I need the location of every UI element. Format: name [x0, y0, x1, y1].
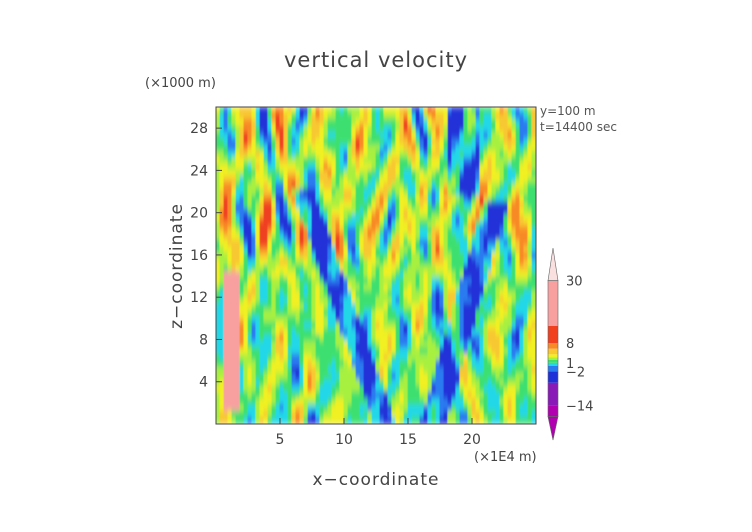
colorbar-band [548, 354, 558, 358]
annotation-time: t=14400 sec [540, 120, 617, 134]
y-tick-label: 4 [199, 375, 208, 391]
colorbar-frame [547, 280, 559, 417]
plot-frame [215, 106, 537, 425]
colorbar-tick-label: −2 [566, 365, 585, 380]
y-tick-label: 24 [190, 163, 208, 179]
colorbar-band [548, 280, 558, 326]
axes: 5 10 15 20 4 8 12 16 20 24 28 [190, 121, 481, 448]
x-tick-label: 5 [276, 432, 285, 448]
chart-title: vertical velocity [283, 48, 469, 72]
y-tick-label: 12 [190, 290, 208, 306]
x-tick-label: 20 [463, 432, 481, 448]
colorbar-band [548, 405, 558, 417]
heatmap-field [216, 107, 536, 424]
colorbar-band [548, 371, 558, 383]
annotation-y-position: y=100 m [540, 104, 596, 118]
x-tick-label: 15 [399, 432, 417, 448]
colorbar: 30 8 1−2 −14 [547, 247, 593, 441]
colorbar-band [548, 343, 558, 349]
colorbar-band [548, 382, 558, 406]
colorbar-tick-label: 30 [566, 275, 583, 290]
x-axis-unit: (×1E4 m) [474, 450, 537, 465]
colorbar-band [548, 365, 558, 372]
colorbar-tick-label: 8 [566, 337, 574, 352]
colorbar-tick-label: 1 [566, 357, 574, 372]
x-tick-label: 10 [335, 432, 353, 448]
colorbar-tick-label: −14 [566, 399, 593, 414]
colorbar-band [548, 326, 558, 343]
y-tick-label: 28 [190, 121, 208, 137]
x-axis-label: x−coordinate [312, 470, 440, 490]
colorbar-band [548, 360, 558, 363]
colorbar-bottom-arrow [547, 416, 559, 441]
y-tick-label: 16 [190, 248, 208, 264]
colorbar-band [548, 357, 558, 360]
y-axis-unit: (×1000 m) [145, 76, 216, 91]
colorbar-top-arrow [547, 247, 559, 281]
y-tick-label: 8 [199, 332, 208, 348]
colorbar-band [548, 348, 558, 355]
colorbar-band [548, 362, 558, 366]
y-tick-label: 20 [190, 206, 208, 222]
